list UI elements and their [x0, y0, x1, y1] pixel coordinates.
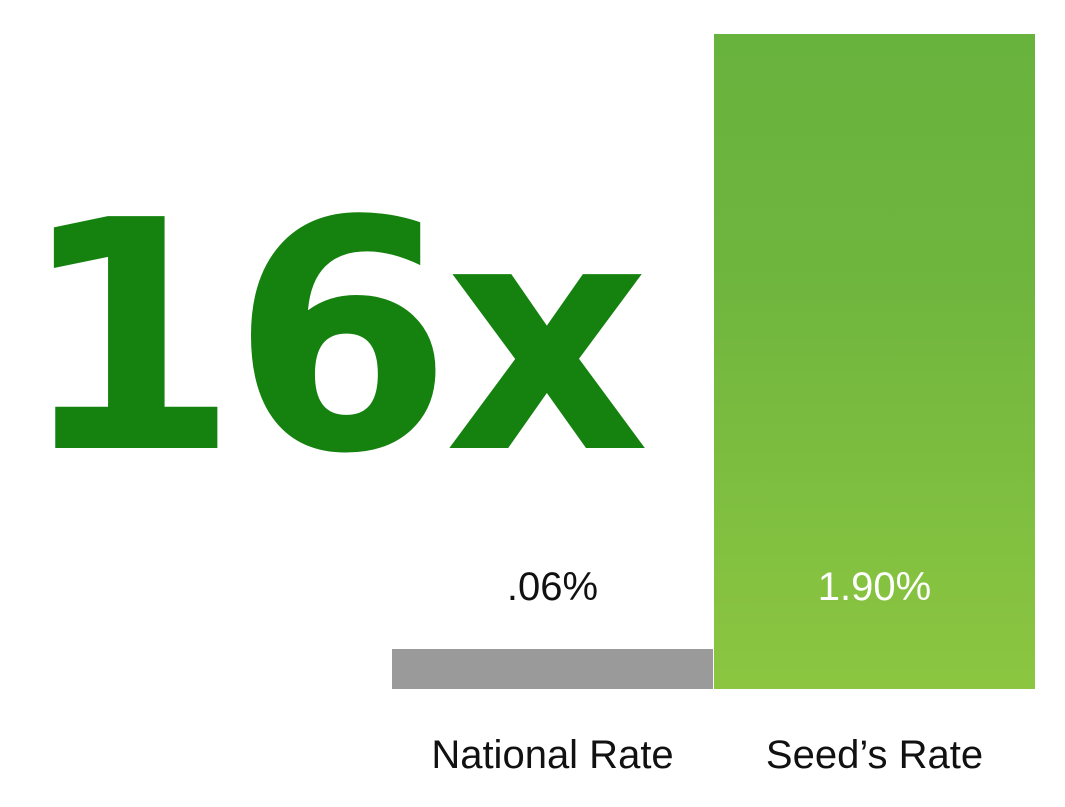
category-label-seeds-rate: Seed’s Rate	[766, 733, 983, 777]
value-labels-group: .06% 1.90%	[507, 565, 931, 609]
value-label-seeds-rate: 1.90%	[818, 565, 931, 609]
bar-seeds-rate	[714, 34, 1035, 689]
value-label-national-rate: .06%	[507, 565, 598, 609]
category-label-national-rate: National Rate	[431, 733, 673, 777]
bars-group	[392, 34, 1035, 689]
category-labels-group: National Rate Seed’s Rate	[431, 733, 983, 777]
headline-multiplier: 16x	[18, 153, 648, 523]
bar-national-rate	[392, 649, 713, 689]
